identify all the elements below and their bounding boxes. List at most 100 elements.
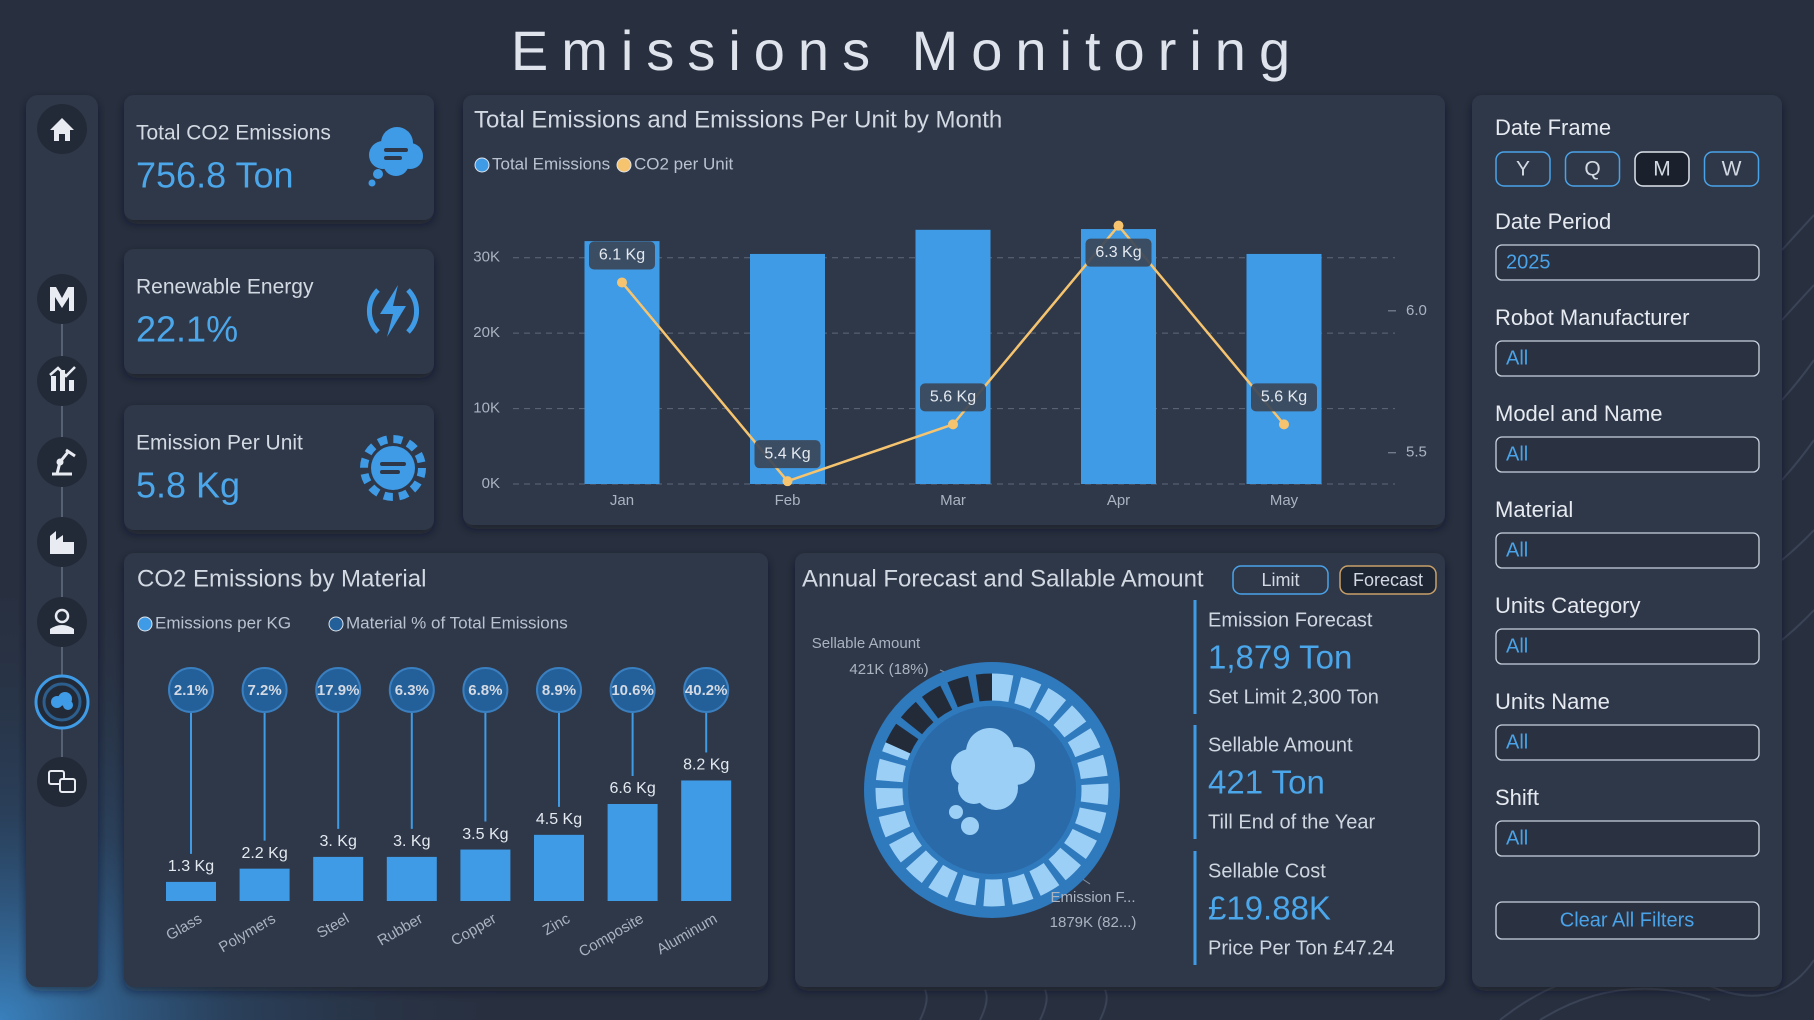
- stat-value: 1,879 Ton: [1208, 639, 1352, 676]
- kpi-label: Emission Per Unit: [136, 432, 303, 455]
- data-label: 3. Kg: [320, 833, 357, 850]
- y-tick-label: 10K: [473, 400, 500, 417]
- data-label-box: [1251, 383, 1317, 412]
- percent-label: 7.2%: [247, 682, 281, 699]
- nav-worker[interactable]: [37, 597, 87, 647]
- filter-input[interactable]: [1495, 532, 1760, 569]
- x-tick-label: Jan: [610, 492, 634, 509]
- date-frame-label[interactable]: Q: [1584, 158, 1600, 181]
- clear-button[interactable]: [1495, 901, 1760, 940]
- filter-input[interactable]: [1495, 244, 1760, 281]
- stat-value: 421 Ton: [1208, 764, 1325, 801]
- filter-input[interactable]: [1495, 628, 1760, 665]
- filter-input[interactable]: [1495, 820, 1760, 857]
- data-label: 4.5 Kg: [536, 811, 582, 828]
- toggle-button[interactable]: [1232, 565, 1329, 595]
- bar: [386, 856, 437, 901]
- bar: [1246, 253, 1322, 484]
- data-label: 3. Kg: [393, 833, 430, 850]
- bar: [166, 881, 216, 901]
- data-label-box: [1085, 238, 1152, 267]
- stat-label: Sellable Amount: [1208, 734, 1353, 756]
- date-frame-button[interactable]: [1495, 151, 1551, 187]
- percent-dot: [683, 667, 730, 713]
- x-tick-label: Apr: [1107, 492, 1130, 509]
- data-label: 5.4 Kg: [764, 445, 810, 462]
- clear-label[interactable]: Clear All Filters: [1560, 909, 1694, 931]
- stat-note: Set Limit 2,300 Ton: [1208, 686, 1379, 708]
- filter-label: Date Period: [1495, 209, 1611, 234]
- donut-slice: [885, 673, 993, 754]
- toggle-button[interactable]: [1339, 565, 1437, 595]
- bar: [681, 780, 732, 901]
- percent-dot: [609, 667, 656, 713]
- filter-value[interactable]: All: [1506, 635, 1528, 657]
- data-label-box: [754, 440, 821, 469]
- kpi-value: 5.8 Kg: [136, 465, 240, 506]
- toggle-label[interactable]: Forecast: [1353, 570, 1423, 590]
- percent-dot: [536, 667, 582, 713]
- nav-factory[interactable]: [37, 517, 87, 567]
- nav-m[interactable]: [37, 274, 87, 324]
- cloud-dot: [949, 805, 963, 819]
- slice-value: 421K (18%): [849, 661, 928, 678]
- nav-robot[interactable]: [37, 437, 87, 487]
- data-label: 5.6 Kg: [1261, 389, 1307, 406]
- data-label: 3.5 Kg: [462, 826, 508, 843]
- x-tick-label: Mar: [940, 492, 966, 509]
- data-label: 2.2 Kg: [241, 845, 287, 862]
- nav-emissions[interactable]: [34, 674, 90, 730]
- bar: [915, 229, 991, 484]
- legend-label: Emissions per KG: [155, 613, 291, 632]
- bar: [460, 849, 511, 901]
- date-frame-button[interactable]: [1634, 151, 1690, 187]
- kpi-label: Renewable Energy: [136, 276, 314, 299]
- filter-input[interactable]: [1495, 724, 1760, 761]
- stat-label: Sellable Cost: [1208, 860, 1326, 882]
- date-frame-label[interactable]: Y: [1516, 158, 1530, 181]
- filter-value[interactable]: All: [1506, 731, 1528, 753]
- filter-label: Robot Manufacturer: [1495, 305, 1689, 330]
- nav-chart[interactable]: [37, 356, 87, 406]
- x-tick-label: May: [1270, 492, 1299, 509]
- date-frame-label[interactable]: W: [1722, 158, 1742, 181]
- stat-note: Price Per Ton £47.24: [1208, 937, 1394, 959]
- percent-dot: [388, 667, 435, 713]
- filter-input[interactable]: [1495, 340, 1760, 377]
- filter-value[interactable]: All: [1506, 539, 1528, 561]
- line-point: [948, 419, 958, 430]
- filter-value[interactable]: All: [1506, 827, 1528, 849]
- slice-label: Sellable Amount: [812, 635, 921, 652]
- date-frame-button[interactable]: [1703, 151, 1760, 187]
- filter-label: Material: [1495, 497, 1573, 522]
- date-frame-button[interactable]: [1564, 151, 1621, 187]
- percent-label: 2.1%: [174, 682, 208, 699]
- legend-label: CO2 per Unit: [634, 154, 733, 173]
- filter-value[interactable]: All: [1506, 347, 1528, 369]
- stat-label: Emission Forecast: [1208, 609, 1373, 631]
- percent-dot: [168, 667, 214, 713]
- nav-home[interactable]: [37, 104, 87, 154]
- line-point: [1113, 220, 1124, 231]
- toggle-label[interactable]: Limit: [1261, 570, 1299, 590]
- legend-swatch: [474, 157, 490, 173]
- filter-value[interactable]: All: [1506, 443, 1528, 465]
- percent-dot: [315, 667, 362, 713]
- filter-label: Model and Name: [1495, 401, 1663, 426]
- kpi-card: [124, 95, 434, 220]
- co2-cloud-icon: [368, 127, 423, 187]
- energy-icon: [366, 285, 420, 337]
- percent-label: 10.6%: [611, 682, 654, 699]
- filter-input[interactable]: [1495, 436, 1760, 473]
- y-tick-label: 30K: [473, 249, 500, 266]
- filter-value[interactable]: 2025: [1506, 251, 1551, 273]
- slice-label: Emission F...: [1050, 889, 1135, 906]
- data-label: 6.3 Kg: [1095, 244, 1141, 261]
- cloud-dot: [961, 817, 979, 835]
- chart-title: CO2 Emissions by Material: [137, 565, 426, 592]
- date-frame-label[interactable]: M: [1653, 158, 1671, 181]
- data-label: 5.6 Kg: [930, 389, 976, 406]
- filter-label: Shift: [1495, 785, 1539, 810]
- nav-translate[interactable]: [37, 757, 87, 807]
